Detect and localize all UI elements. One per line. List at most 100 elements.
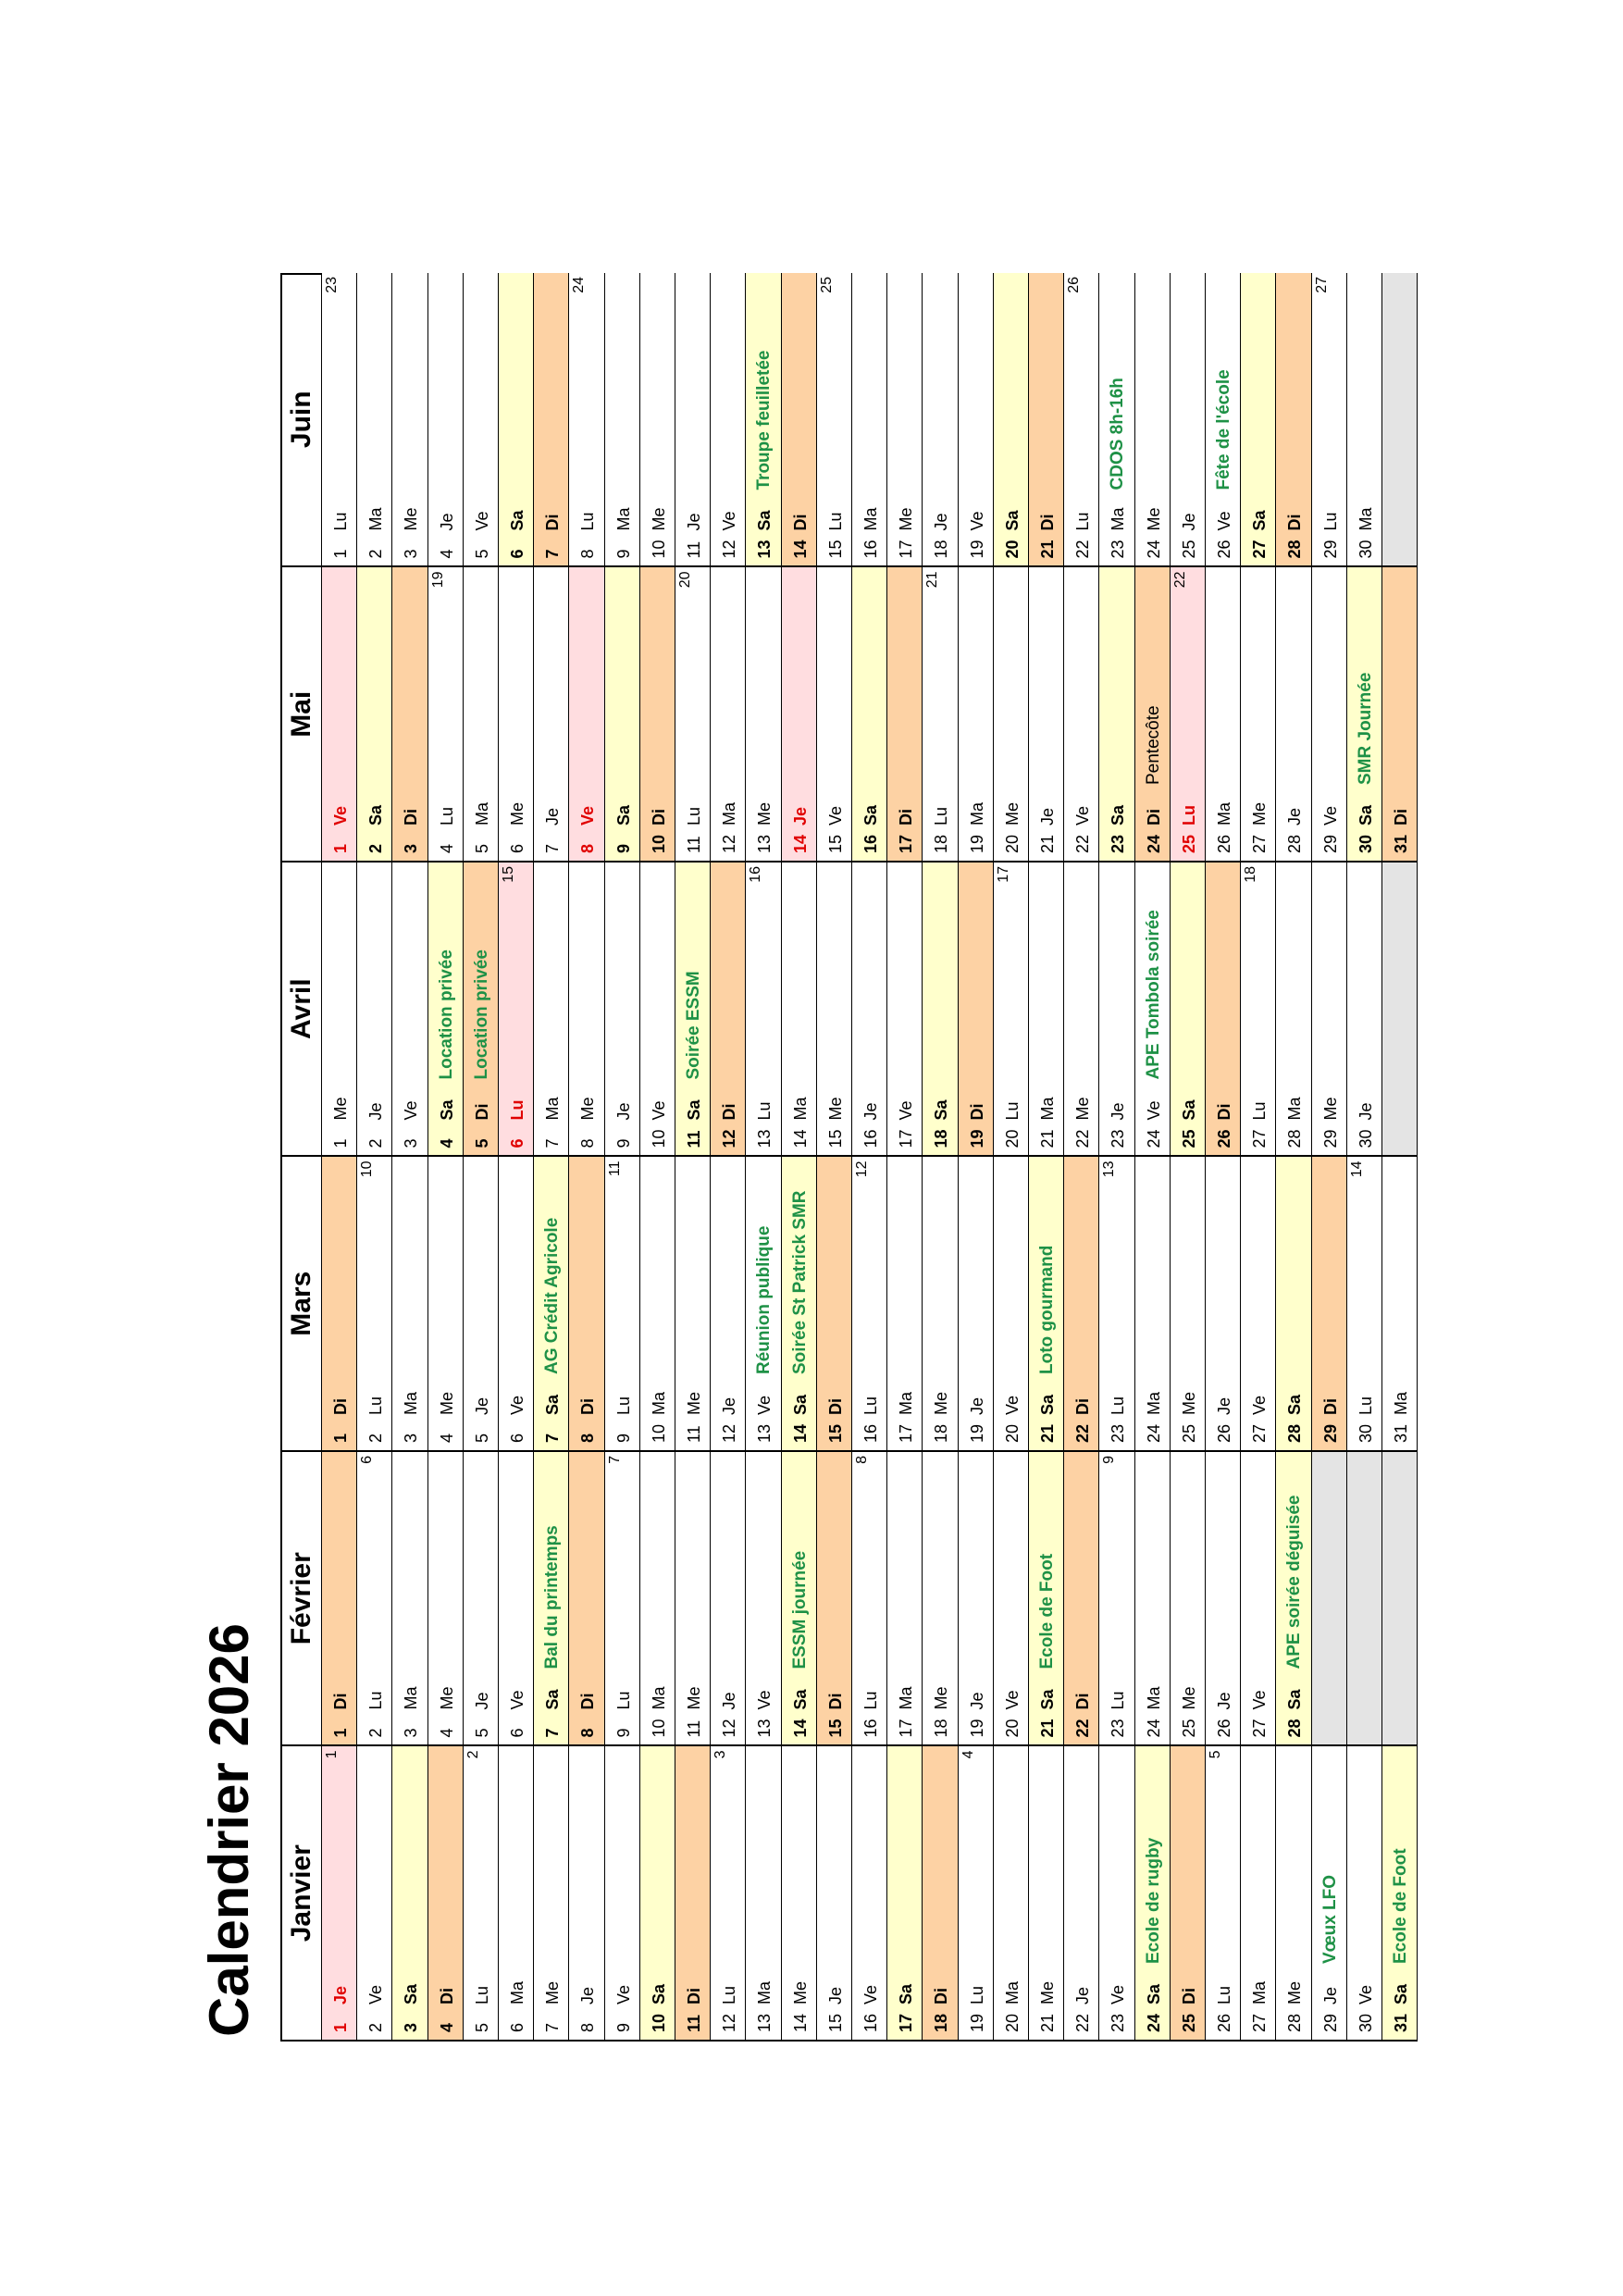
day-cell: 4 Di	[427, 1746, 464, 2042]
day-cell: 10 Ma	[639, 1157, 675, 1452]
day-abbr: Lu	[472, 1985, 491, 2004]
day-abbr: Sa	[1285, 1689, 1305, 1710]
day-abbr: Je	[720, 1396, 739, 1415]
day-abbr: Je	[1215, 1692, 1233, 1710]
day-cell: 28 Di	[1276, 273, 1312, 568]
day-cell: 2 Lu 10	[357, 1157, 393, 1452]
day-abbr: Ma	[366, 507, 386, 531]
day-abbr: Me	[1320, 1097, 1340, 1121]
day-abbr: Je	[1215, 1396, 1233, 1415]
day-cell: 26 Di	[1206, 863, 1242, 1158]
day-number: 2	[366, 2022, 386, 2032]
day-cell: 18 Di	[923, 1746, 959, 2042]
day-cell: 13 Me	[746, 567, 782, 863]
day-abbr: Ve	[1356, 1984, 1375, 2004]
day-abbr: Di	[578, 1398, 598, 1415]
event: ESSM journée	[789, 1550, 810, 1669]
day-cell: 25 Di	[1170, 1746, 1206, 2042]
day-cell: 13 Lu 16	[746, 863, 782, 1158]
day-cell: 1 Di	[322, 1157, 358, 1452]
day-number: 19	[967, 1129, 986, 1148]
day-abbr: Ma	[897, 1686, 916, 1710]
day-cell: 18 Sa	[923, 863, 959, 1158]
day-abbr: Je	[1073, 1986, 1093, 2004]
day-abbr: Ma	[967, 801, 986, 825]
day-cell: 13 Ve	[746, 1452, 782, 1747]
day-abbr: Me	[543, 1980, 563, 2004]
day-abbr: Ve	[1109, 1984, 1128, 2004]
day-abbr: Lu	[437, 806, 456, 825]
day-number: 8	[578, 843, 598, 853]
day-abbr: Lu	[1215, 1985, 1233, 2004]
day-cell: 19 Ve	[958, 273, 994, 568]
day-cell: 4 Me	[427, 1452, 464, 1747]
day-abbr: Lu	[861, 1691, 880, 1710]
day-cell: 12 Lu 3	[711, 1746, 747, 2042]
day-abbr: Me	[755, 801, 774, 825]
week-number: 3	[712, 1750, 729, 1759]
day-cell: 23 Je	[1099, 863, 1135, 1158]
day-cell: 29 Lu 27	[1311, 273, 1347, 568]
day-abbr: Di	[1392, 809, 1410, 825]
day-number: 1	[331, 843, 350, 853]
day-cell: 1 Di	[322, 1452, 358, 1747]
day-cell: 15 Lu 25	[816, 273, 852, 568]
day-number: 8	[578, 1138, 598, 1148]
day-number: 2	[366, 1433, 386, 1443]
day-abbr: Di	[932, 1988, 951, 2004]
day-cell: 5 Je	[463, 1452, 499, 1747]
day-abbr: Di	[331, 1693, 350, 1710]
day-number: 25	[1179, 540, 1198, 559]
day-abbr: Lu	[825, 512, 845, 531]
day-cell: 10 Me	[639, 273, 675, 568]
day-abbr: Sa	[543, 1394, 563, 1415]
day-abbr: Lu	[932, 806, 951, 825]
day-number: 22	[1073, 1719, 1093, 1738]
day-cell: 16 Ma	[852, 273, 888, 568]
day-number: 26	[1215, 1129, 1233, 1148]
day-cell: 18 Je	[923, 273, 959, 568]
day-number: 3	[402, 1433, 421, 1443]
day-cell: 19 Di	[958, 863, 994, 1158]
day-number: 21	[1038, 834, 1057, 853]
day-cell: 29 Ve	[1311, 567, 1347, 863]
day-cell: 4 Sa Location privée	[427, 863, 464, 1158]
day-cell: 6 Ma	[499, 1746, 535, 2042]
day-number: 30	[1356, 1129, 1375, 1148]
day-number: 15	[825, 1423, 845, 1443]
day-cell: 24 Ve APE Tombola soirée	[1134, 863, 1171, 1158]
day-abbr: Je	[1179, 513, 1198, 531]
day-number: 19	[967, 834, 986, 853]
day-abbr: Lu	[613, 1396, 633, 1415]
day-number: 4	[437, 1433, 456, 1443]
day-number: 25	[1179, 1129, 1198, 1148]
day-cell: 17 Di	[887, 567, 923, 863]
day-number: 28	[1285, 540, 1305, 559]
day-number: 22	[1073, 834, 1093, 853]
day-number: 4	[437, 1138, 456, 1148]
day-cell: 26 Lu 5	[1206, 1746, 1242, 2042]
day-cell: 10 Di	[639, 567, 675, 863]
day-cell: 19 Lu 4	[958, 1746, 994, 2042]
day-abbr: Je	[578, 1986, 598, 2004]
day-abbr: Lu	[967, 1985, 986, 2004]
day-cell: 22 Me	[1064, 863, 1100, 1158]
day-number: 15	[825, 834, 845, 853]
day-abbr: Ve	[1002, 1395, 1022, 1415]
day-number: 13	[755, 1423, 774, 1443]
day-cell: 15 Me	[816, 863, 852, 1158]
day-cell: 16 Sa	[852, 567, 888, 863]
day-cell: 25 Me	[1170, 1452, 1206, 1747]
day-number: 17	[897, 1129, 916, 1148]
day-number: 1	[331, 1728, 350, 1738]
day-number: 11	[685, 1425, 703, 1443]
day-cell: 18 Me	[923, 1157, 959, 1452]
day-abbr: Je	[543, 807, 563, 825]
empty-cell	[1382, 273, 1419, 568]
day-cell: 19 Je	[958, 1452, 994, 1747]
day-number: 4	[437, 843, 456, 853]
day-number: 13	[755, 540, 774, 559]
week-number: 7	[606, 1456, 623, 1464]
day-cell: 26 Je	[1206, 1452, 1242, 1747]
day-abbr: Me	[331, 1097, 350, 1121]
